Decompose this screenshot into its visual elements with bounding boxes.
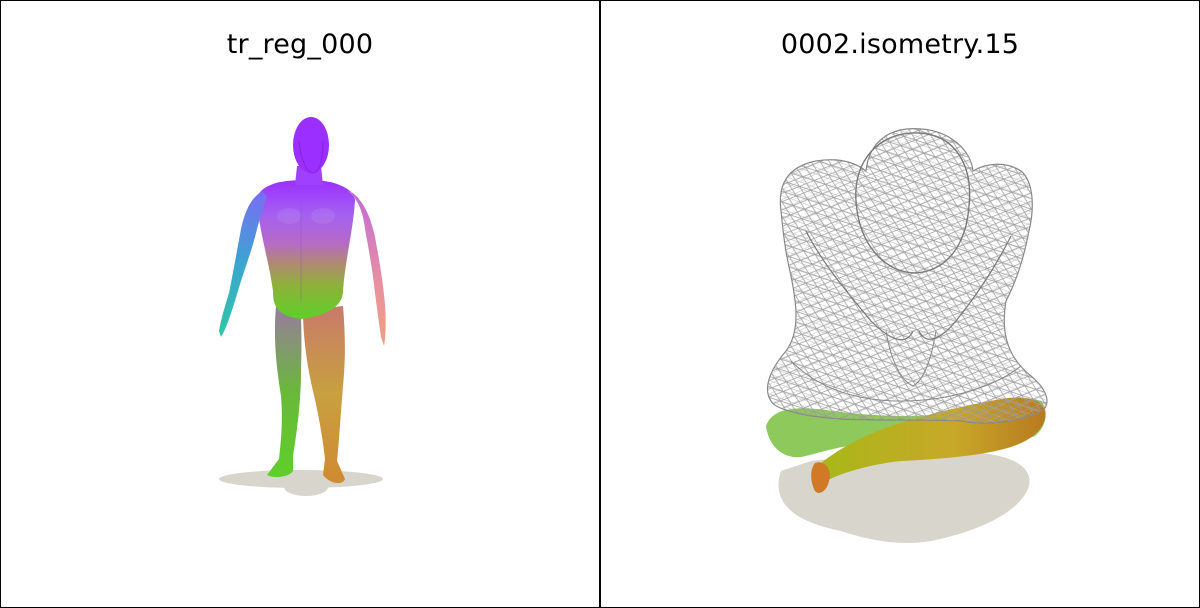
- left-leg: [267, 306, 302, 478]
- face-shade: [298, 140, 324, 174]
- head: [293, 117, 329, 173]
- panel-title-right: 0002.isometry.15: [780, 29, 1020, 60]
- ground-shadow: [219, 470, 383, 496]
- wireframe-mesh: [766, 128, 1048, 424]
- ground-shadow: [778, 452, 1030, 543]
- left-arm: [219, 191, 267, 337]
- right-leg: [303, 306, 345, 484]
- panel-title-left: tr_reg_000: [226, 29, 374, 60]
- torso: [257, 180, 355, 319]
- right-arm: [347, 191, 386, 346]
- viewport-left[interactable]: tr_reg_000: [0, 0, 600, 608]
- wireframe-body-render: [766, 128, 1048, 543]
- viewport-right[interactable]: 0002.isometry.15: [600, 0, 1200, 608]
- standing-body-render: [219, 117, 386, 496]
